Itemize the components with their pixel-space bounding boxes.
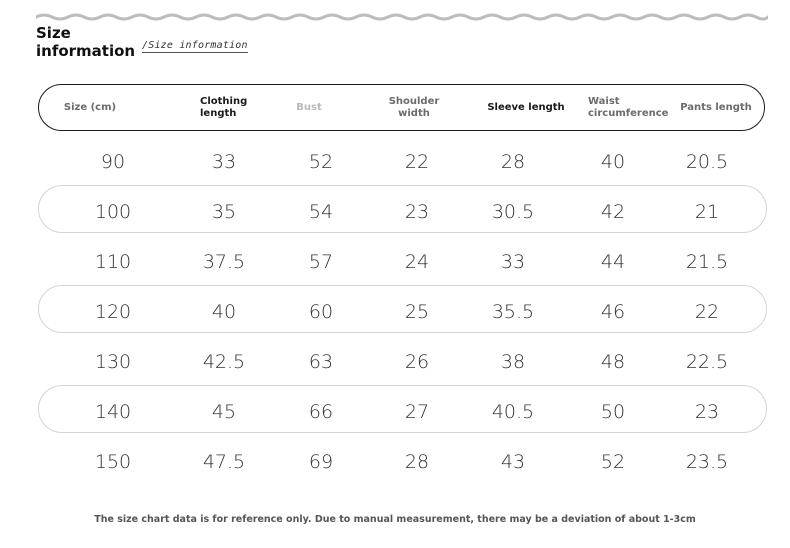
cell-pants-length: 22.5	[685, 351, 729, 373]
cell-size: 110	[94, 251, 132, 273]
cell-size: 90	[100, 151, 126, 173]
cell-size: 150	[94, 451, 132, 473]
row-highlight-frame	[38, 285, 767, 333]
cell-clothing-length: 47.5	[202, 451, 246, 473]
cell-bust: 66	[308, 401, 334, 423]
header-sleeve-length: Sleeve length	[487, 101, 565, 113]
header-pants-length: Pants length	[680, 101, 752, 113]
cell-waist-circumference: 44	[600, 251, 626, 273]
cell-bust: 63	[308, 351, 334, 373]
cell-waist-circumference: 42	[600, 201, 626, 223]
cell-bust: 52	[308, 151, 334, 173]
cell-size: 140	[94, 401, 132, 423]
page-title: Size information	[36, 24, 135, 60]
cell-shoulder-width: 27	[404, 401, 430, 423]
cell-waist-circumference: 40	[600, 151, 626, 173]
table-row: 120 40 60 25 35.5 46 22	[0, 288, 790, 336]
cell-bust: 54	[308, 201, 334, 223]
cell-waist-circumference: 48	[600, 351, 626, 373]
cell-shoulder-width: 25	[404, 301, 430, 323]
header-waist-circumference: Waist circumference	[588, 95, 669, 119]
cell-clothing-length: 42.5	[202, 351, 246, 373]
table-row: 110 37.5 57 24 33 44 21.5	[0, 238, 790, 286]
decorative-wave-border	[36, 13, 768, 21]
cell-pants-length: 23.5	[685, 451, 729, 473]
cell-waist-circumference: 50	[600, 401, 626, 423]
page-title-line-2: information	[36, 42, 136, 60]
cell-sleeve-length: 43	[500, 451, 526, 473]
cell-bust: 60	[308, 301, 334, 323]
table-row: 150 47.5 69 28 43 52 23.5	[0, 438, 790, 486]
row-highlight-frame	[38, 185, 767, 233]
page-title-line-1: Size	[36, 24, 71, 42]
cell-sleeve-length: 28	[500, 151, 526, 173]
footnote: The size chart data is for reference onl…	[94, 514, 696, 525]
cell-size: 130	[94, 351, 132, 373]
cell-sleeve-length: 33	[500, 251, 526, 273]
header-size: Size (cm)	[63, 101, 117, 113]
cell-pants-length: 23	[694, 401, 720, 423]
table-row: 90 33 52 22 28 40 20.5	[0, 138, 790, 186]
cell-sleeve-length: 40.5	[491, 401, 535, 423]
cell-clothing-length: 37.5	[202, 251, 246, 273]
table-row: 130 42.5 63 26 38 48 22.5	[0, 338, 790, 386]
cell-waist-circumference: 52	[600, 451, 626, 473]
cell-sleeve-length: 30.5	[491, 201, 535, 223]
cell-pants-length: 20.5	[685, 151, 729, 173]
header-shoulder-width: Shoulder width	[388, 95, 440, 119]
cell-shoulder-width: 28	[404, 451, 430, 473]
cell-pants-length: 21	[694, 201, 720, 223]
cell-size: 100	[94, 201, 132, 223]
row-highlight-frame	[38, 385, 767, 433]
page-subtitle: /Size information	[142, 40, 248, 53]
cell-size: 120	[94, 301, 132, 323]
cell-clothing-length: 40	[211, 301, 237, 323]
table-row: 140 45 66 27 40.5 50 23	[0, 388, 790, 436]
cell-shoulder-width: 22	[404, 151, 430, 173]
table-header-frame	[38, 84, 765, 131]
cell-shoulder-width: 26	[404, 351, 430, 373]
table-row: 100 35 54 23 30.5 42 21	[0, 188, 790, 236]
cell-clothing-length: 35	[211, 201, 237, 223]
header-bust: Bust	[296, 101, 322, 113]
header-clothing-length: Clothing length	[200, 95, 248, 119]
cell-shoulder-width: 23	[404, 201, 430, 223]
cell-waist-circumference: 46	[600, 301, 626, 323]
cell-bust: 69	[308, 451, 334, 473]
cell-pants-length: 21.5	[685, 251, 729, 273]
cell-pants-length: 22	[694, 301, 720, 323]
cell-sleeve-length: 35.5	[491, 301, 535, 323]
cell-sleeve-length: 38	[500, 351, 526, 373]
cell-shoulder-width: 24	[404, 251, 430, 273]
cell-clothing-length: 45	[211, 401, 237, 423]
cell-bust: 57	[308, 251, 334, 273]
cell-clothing-length: 33	[211, 151, 237, 173]
